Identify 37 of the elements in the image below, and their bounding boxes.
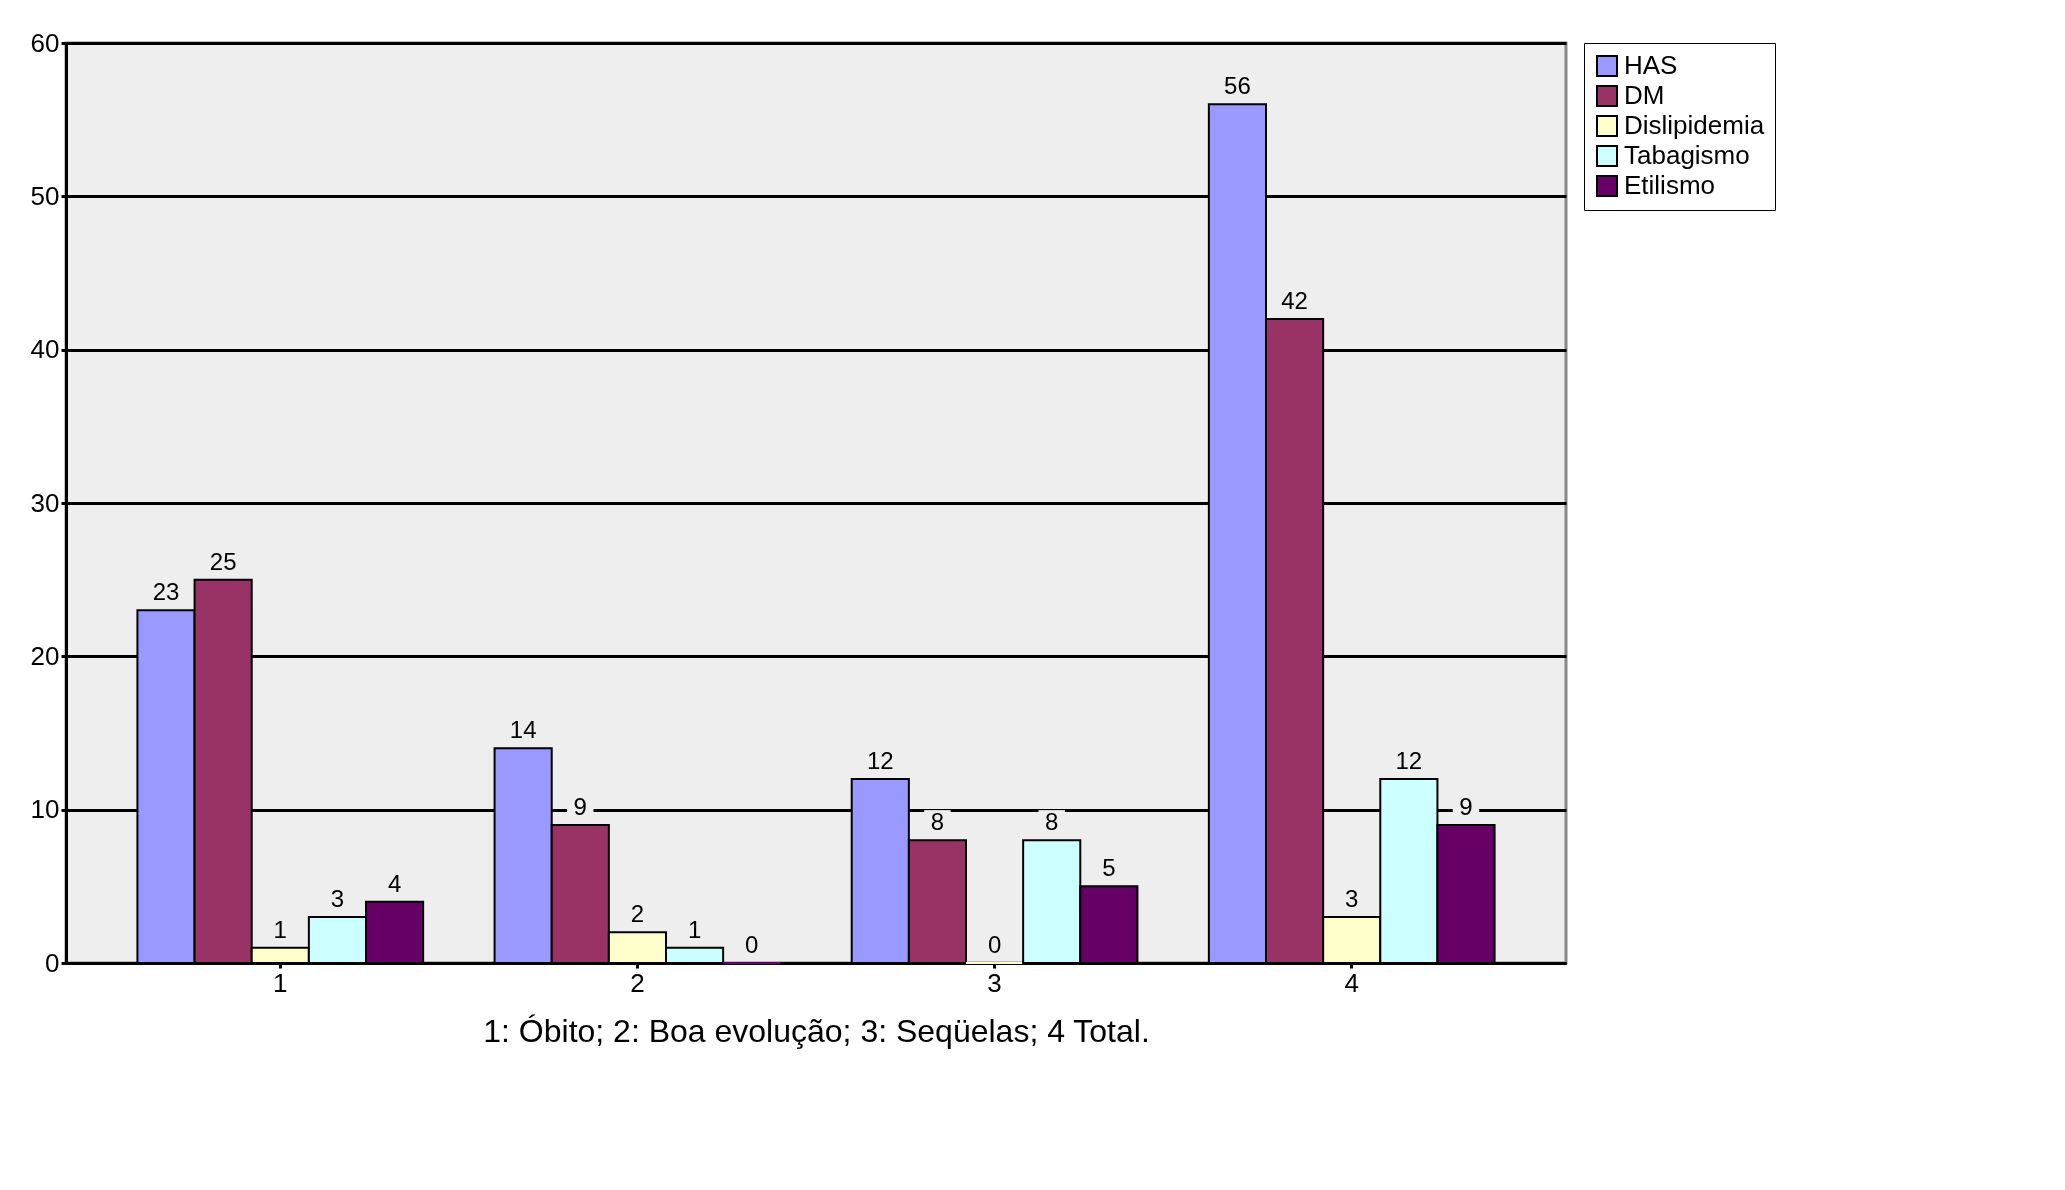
y-tick-label: 20 (30, 640, 60, 671)
data-label: 3 (1345, 885, 1359, 912)
legend-label: DM (1624, 80, 1665, 110)
data-label: 9 (573, 793, 587, 820)
legend-label: Etilismo (1624, 170, 1716, 200)
y-tick-label: 0 (45, 947, 60, 978)
data-label: 25 (209, 547, 237, 575)
legend-label: Dislipidemia (1624, 110, 1765, 140)
data-label: 0 (745, 931, 759, 958)
data-label: 12 (1395, 747, 1423, 774)
x-tick-label: 2 (630, 967, 645, 998)
legend-label: Tabagismo (1624, 140, 1750, 170)
data-label: 42 (1281, 287, 1308, 314)
y-tick-label: 10 (30, 794, 60, 825)
data-label: 0 (987, 931, 1002, 958)
y-tick-label: 40 (30, 334, 60, 365)
data-label: 1 (273, 915, 287, 943)
data-label: 8 (1045, 808, 1059, 836)
legend-label: HAS (1624, 50, 1678, 80)
data-label: 14 (509, 716, 537, 744)
data-label: 5 (1102, 854, 1116, 882)
y-tick-label: 60 (30, 27, 60, 58)
data-label: 12 (866, 747, 894, 774)
x-tick-label: 4 (1344, 967, 1359, 998)
x-axis-title: 1: Óbito; 2: Boa evolução; 3: Seqüelas; 4 Total. (483, 1012, 1150, 1049)
data-label: 2 (630, 900, 645, 928)
x-tick-label: 3 (987, 967, 1002, 998)
y-tick-label: 50 (30, 180, 60, 211)
data-label: 9 (1459, 793, 1473, 820)
data-label: 23 (152, 578, 180, 606)
data-label: 8 (930, 808, 945, 836)
data-label: 56 (1224, 72, 1251, 100)
data-label: 4 (387, 869, 402, 897)
data-label: 1 (687, 915, 702, 943)
y-tick-label: 30 (30, 487, 60, 518)
x-tick-label: 1 (273, 967, 288, 998)
data-label: 3 (330, 885, 345, 912)
